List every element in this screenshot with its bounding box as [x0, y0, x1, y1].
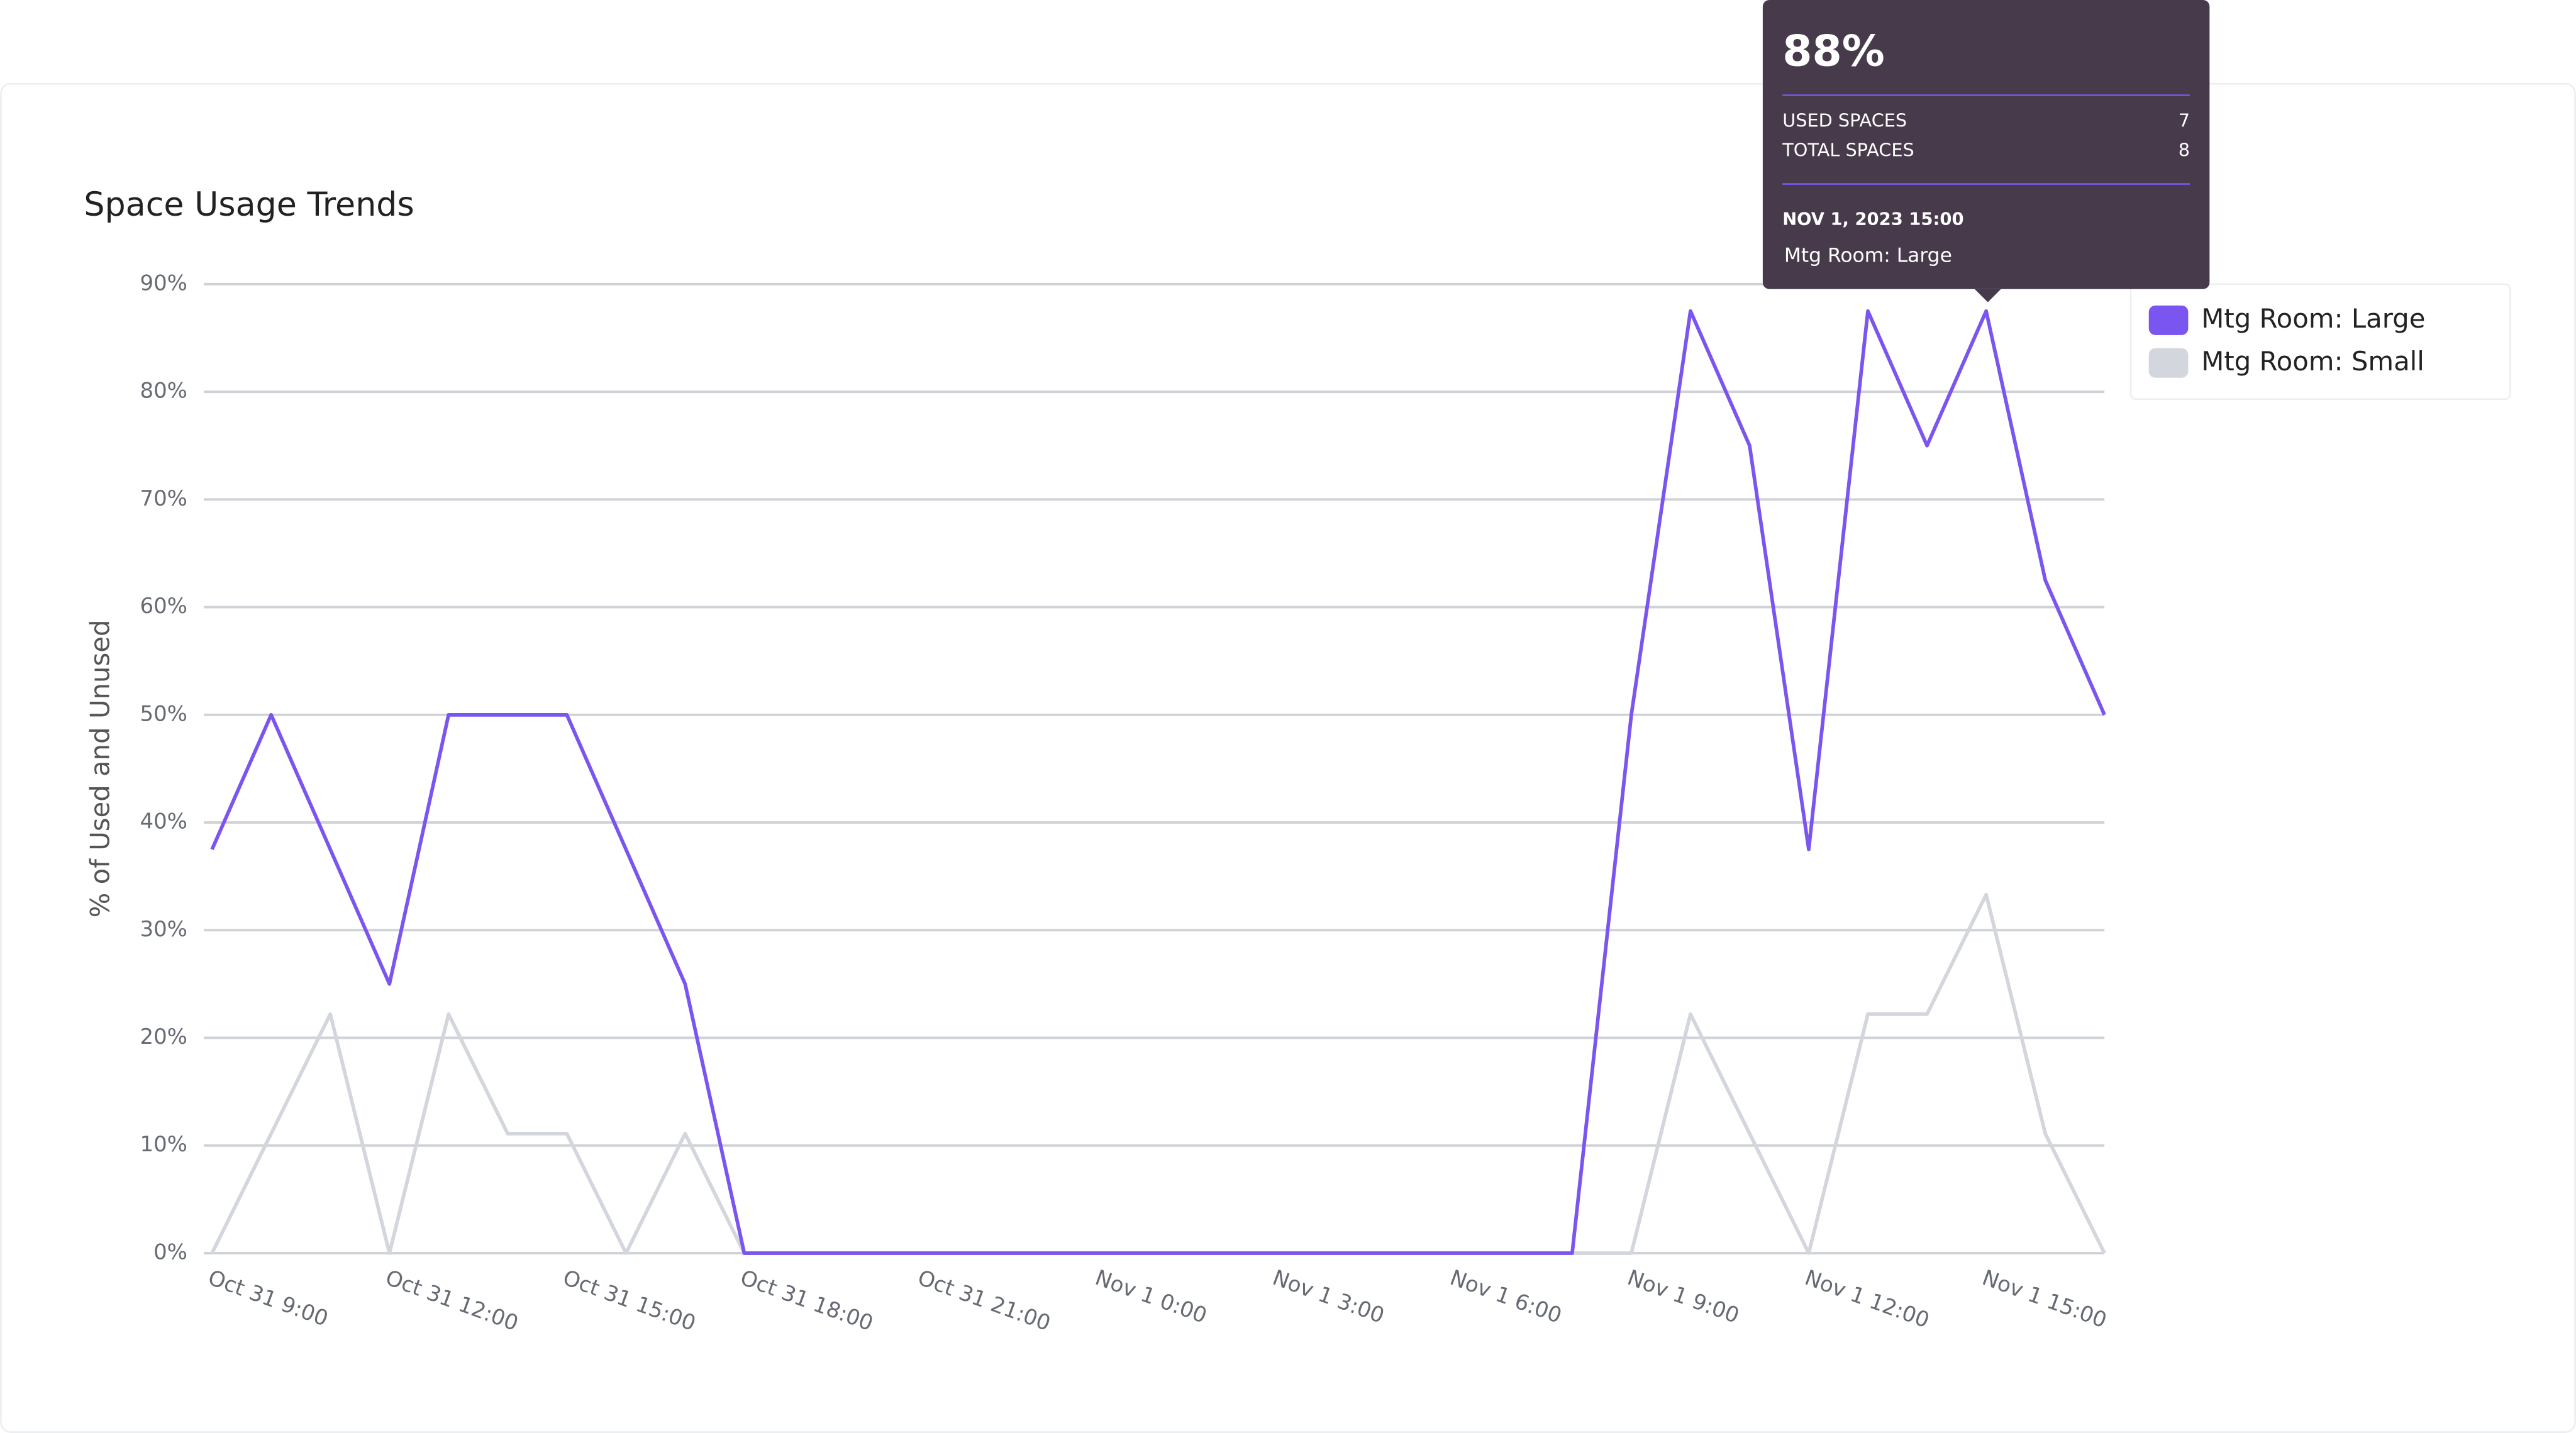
y-tick-label: 70% — [140, 486, 187, 511]
legend-label: Mtg Room: Large — [2201, 303, 2425, 334]
legend-label: Mtg Room: Small — [2201, 346, 2424, 377]
tooltip-row-label: TOTAL SPACES — [1782, 139, 1914, 160]
legend-swatch — [2148, 305, 2189, 335]
legend-box — [2129, 283, 2511, 401]
legend: Mtg Room: Large Mtg Room: Small — [2129, 283, 2511, 401]
tooltip-row-value: 7 — [2179, 109, 2190, 131]
legend-swatch — [2148, 348, 2189, 378]
tooltip-series: Mtg Room: Large — [1784, 244, 1952, 267]
y-tick-label: 40% — [140, 809, 187, 834]
tooltip-pointer — [1974, 289, 2001, 302]
y-tick-label: 10% — [140, 1132, 187, 1157]
y-tick-label: 80% — [140, 379, 187, 404]
chart-title: Space Usage Trends — [84, 186, 414, 224]
tooltip-row-value: 8 — [2179, 139, 2190, 160]
y-axis-label: % of Used and Unused — [85, 620, 116, 918]
tooltip-date: NOV 1, 2023 15:00 — [1782, 210, 1963, 230]
y-tick-label: 50% — [140, 701, 187, 726]
tooltip: 88% USED SPACES 7 TOTAL SPACES 8 NOV 1, … — [1762, 0, 2210, 302]
y-tick-label: 0% — [153, 1239, 187, 1264]
card — [0, 82, 2576, 1433]
tooltip-value: 88% — [1782, 27, 1885, 77]
series-line — [210, 309, 2106, 1255]
y-tick-label: 60% — [140, 594, 187, 619]
y-tick-label: 20% — [140, 1024, 187, 1049]
y-tick-label: 90% — [140, 270, 187, 296]
y-tick-label: 30% — [140, 917, 187, 942]
tooltip-box — [1762, 0, 2210, 289]
tooltip-row-label: USED SPACES — [1782, 109, 1907, 131]
